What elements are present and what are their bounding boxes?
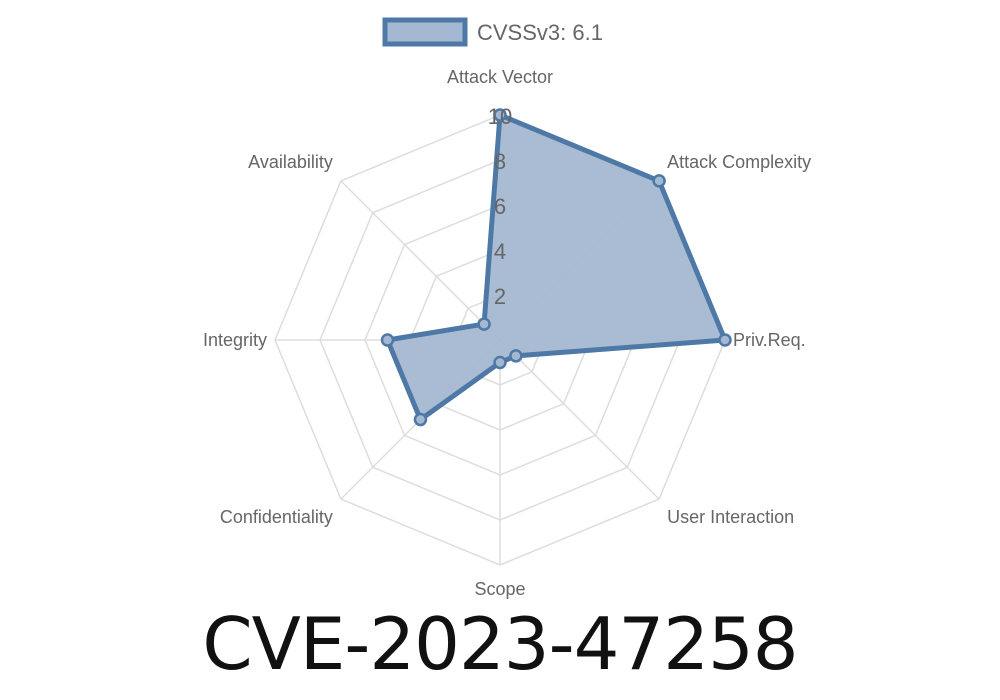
tick-label: 10 <box>488 104 512 129</box>
data-point <box>477 317 491 331</box>
axis-label: Scope <box>474 579 525 599</box>
legend-label: CVSSv3: 6.1 <box>477 20 603 45</box>
data-point <box>652 174 666 188</box>
legend-swatch <box>382 17 468 47</box>
data-point <box>509 349 523 363</box>
tick-label: 6 <box>494 194 506 219</box>
grid-spoke <box>340 180 501 341</box>
axis-label: Priv.Req. <box>733 330 806 350</box>
data-point <box>493 108 507 122</box>
chart-title: CVE-2023-47258 <box>202 602 798 686</box>
tick-label: 2 <box>494 284 506 309</box>
data-point <box>380 333 395 347</box>
data-point <box>718 333 732 347</box>
grid-spoke <box>499 339 660 500</box>
tick-label: 8 <box>494 149 506 174</box>
axis-label: Attack Vector <box>447 67 553 87</box>
tick-label: 4 <box>494 239 506 264</box>
axis-label: Attack Complexity <box>667 152 811 172</box>
data-point <box>493 355 507 370</box>
axis-label: Availability <box>248 152 333 172</box>
axis-label: Confidentiality <box>220 507 333 527</box>
axis-label: User Interaction <box>667 507 794 527</box>
axis-label: Integrity <box>203 330 267 350</box>
data-point <box>413 412 428 427</box>
